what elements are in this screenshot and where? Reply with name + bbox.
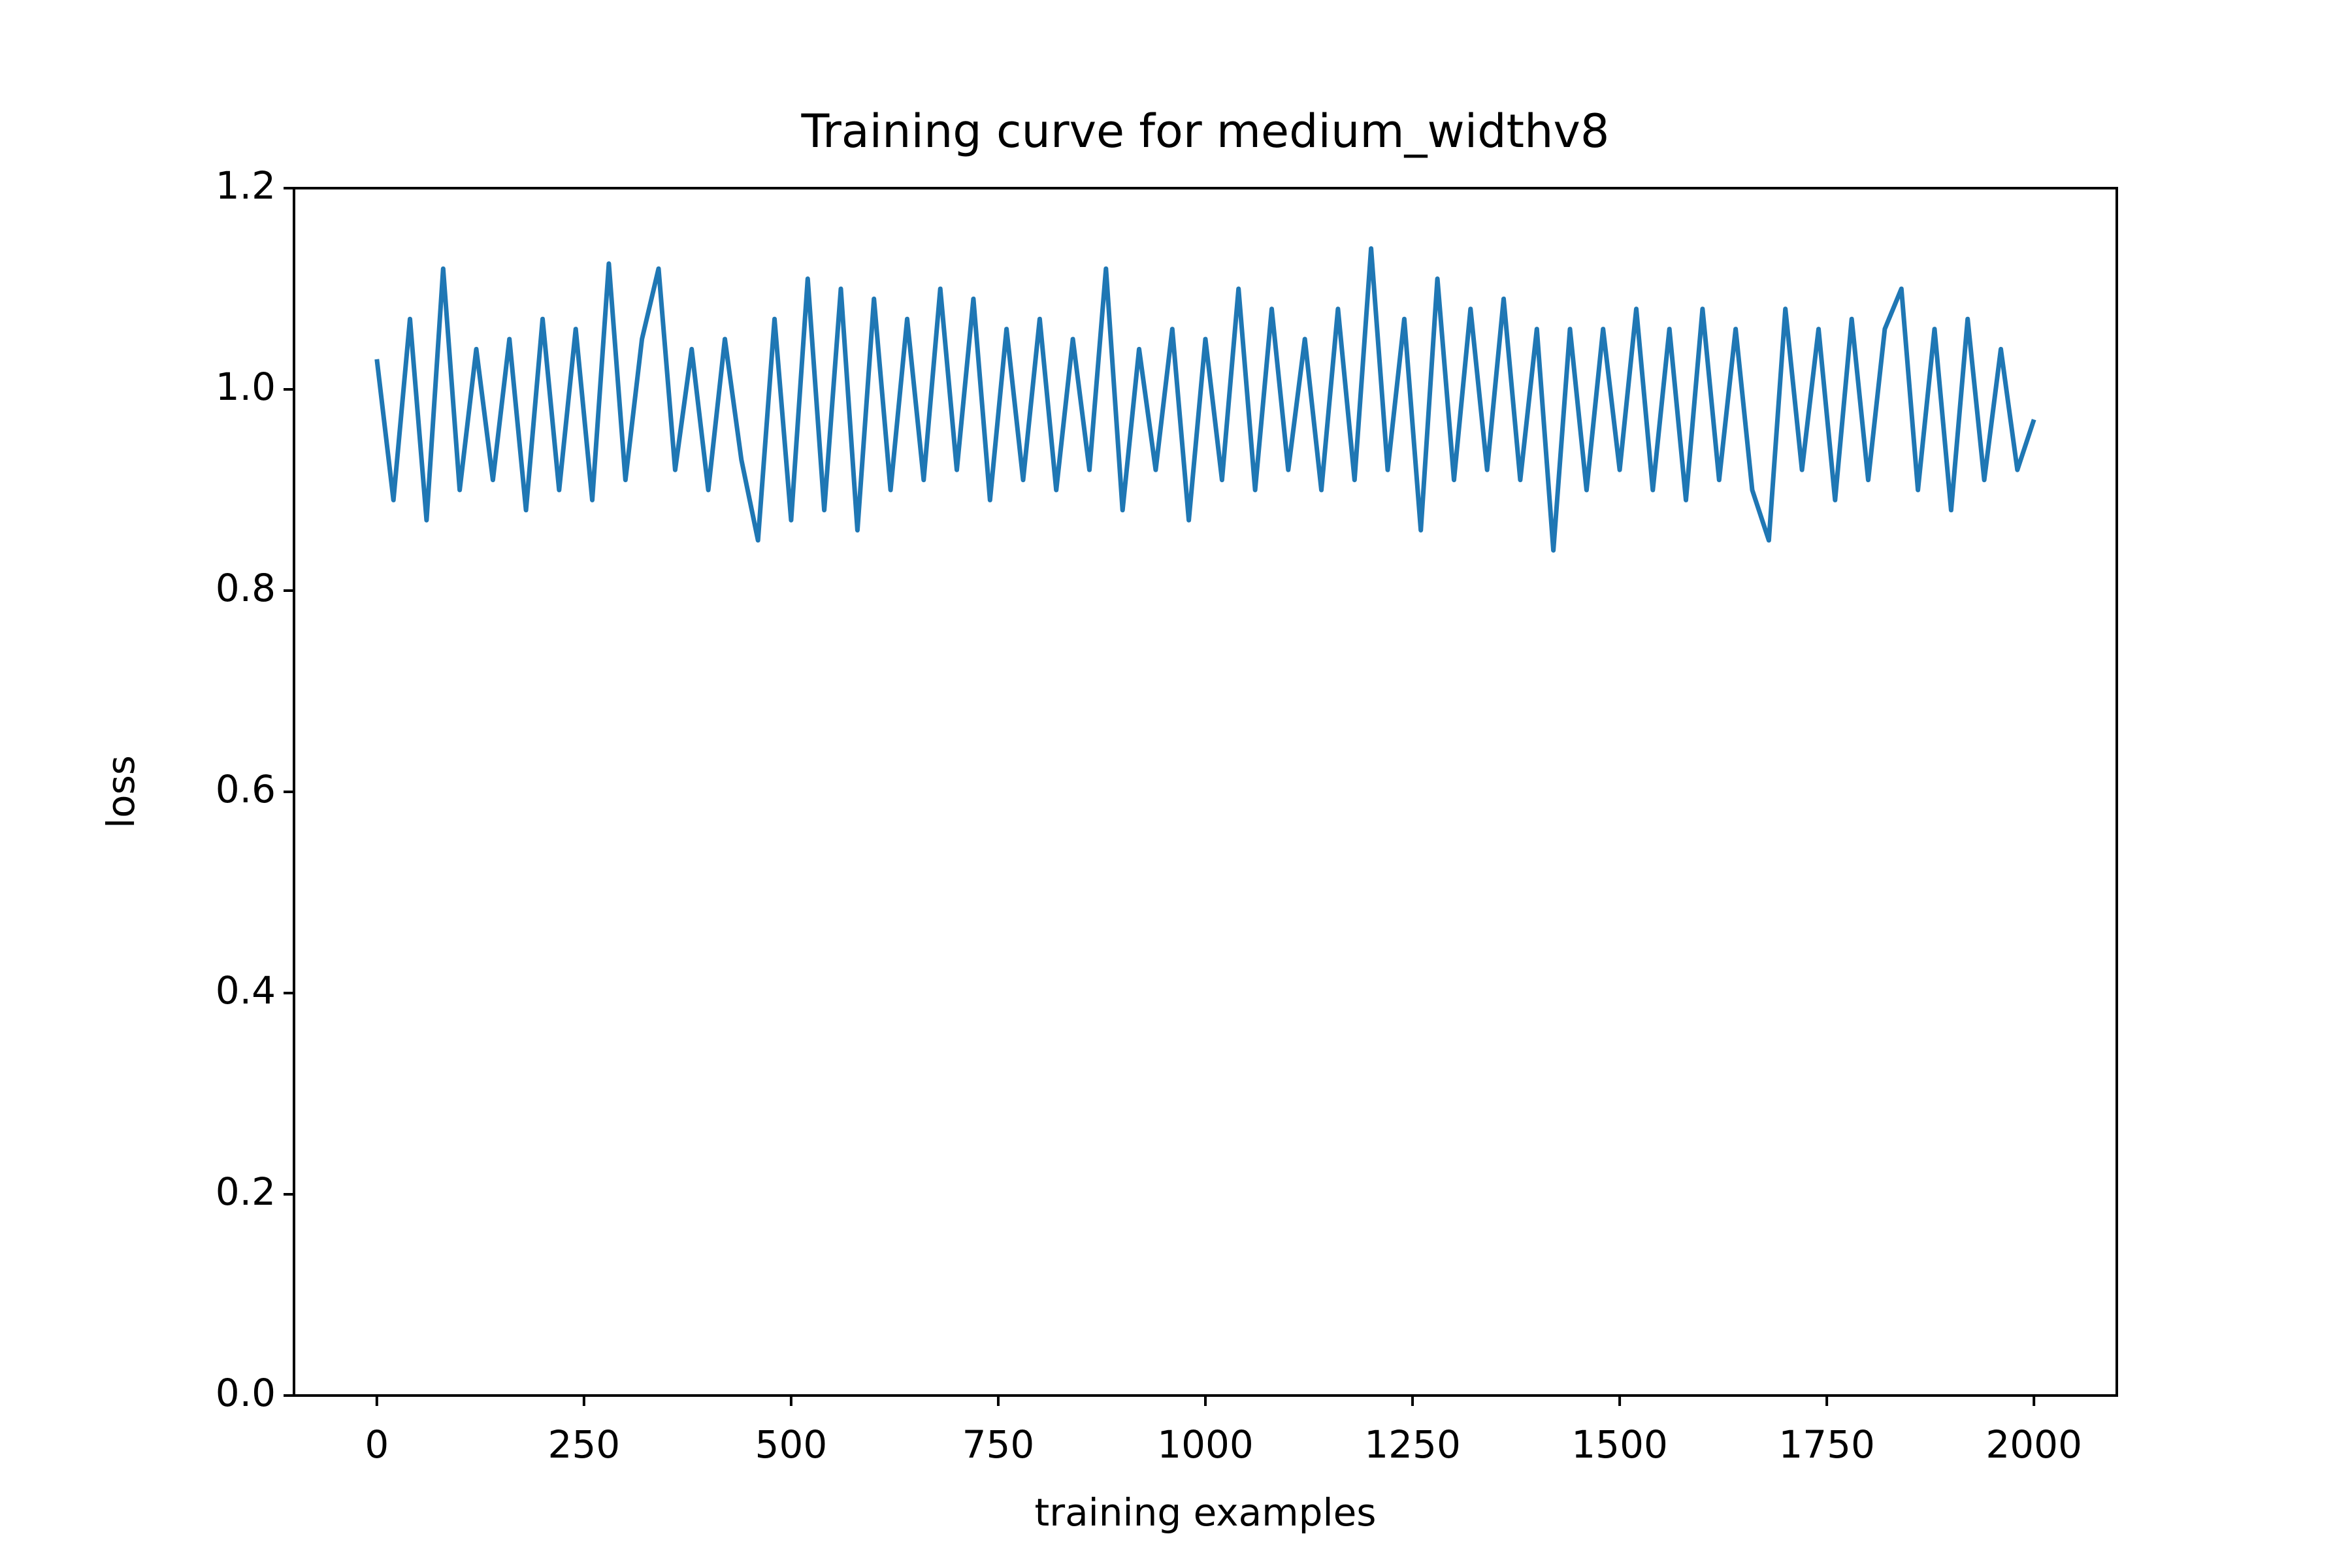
y-tick-label: 0.4: [216, 968, 276, 1013]
x-tick-label: 1750: [1778, 1422, 1875, 1467]
y-tick-label: 0.6: [216, 767, 276, 811]
plot-area: [374, 246, 2036, 553]
x-tick-label: 1500: [1571, 1422, 1668, 1467]
y-axis-label: loss: [99, 755, 143, 828]
y-tick-label: 0.8: [216, 566, 276, 610]
y-tick-label: 1.2: [216, 163, 276, 208]
x-tick-label: 500: [755, 1422, 828, 1467]
chart-title: Training curve for medium_widthv8: [801, 105, 1610, 158]
y-tick-label: 0.2: [216, 1169, 276, 1214]
x-tick-label: 1250: [1364, 1422, 1461, 1467]
y-tick-label: 0.0: [216, 1371, 276, 1415]
x-tick-label: 250: [548, 1422, 621, 1467]
x-tick-label: 2000: [1985, 1422, 2082, 1467]
y-tick-label: 1.0: [216, 365, 276, 409]
x-tick-label: 750: [962, 1422, 1035, 1467]
line-series: [374, 246, 2036, 553]
x-tick-label: 1000: [1157, 1422, 1254, 1467]
x-axis-label: training examples: [1035, 1490, 1377, 1535]
x-tick-label: 0: [365, 1422, 389, 1467]
